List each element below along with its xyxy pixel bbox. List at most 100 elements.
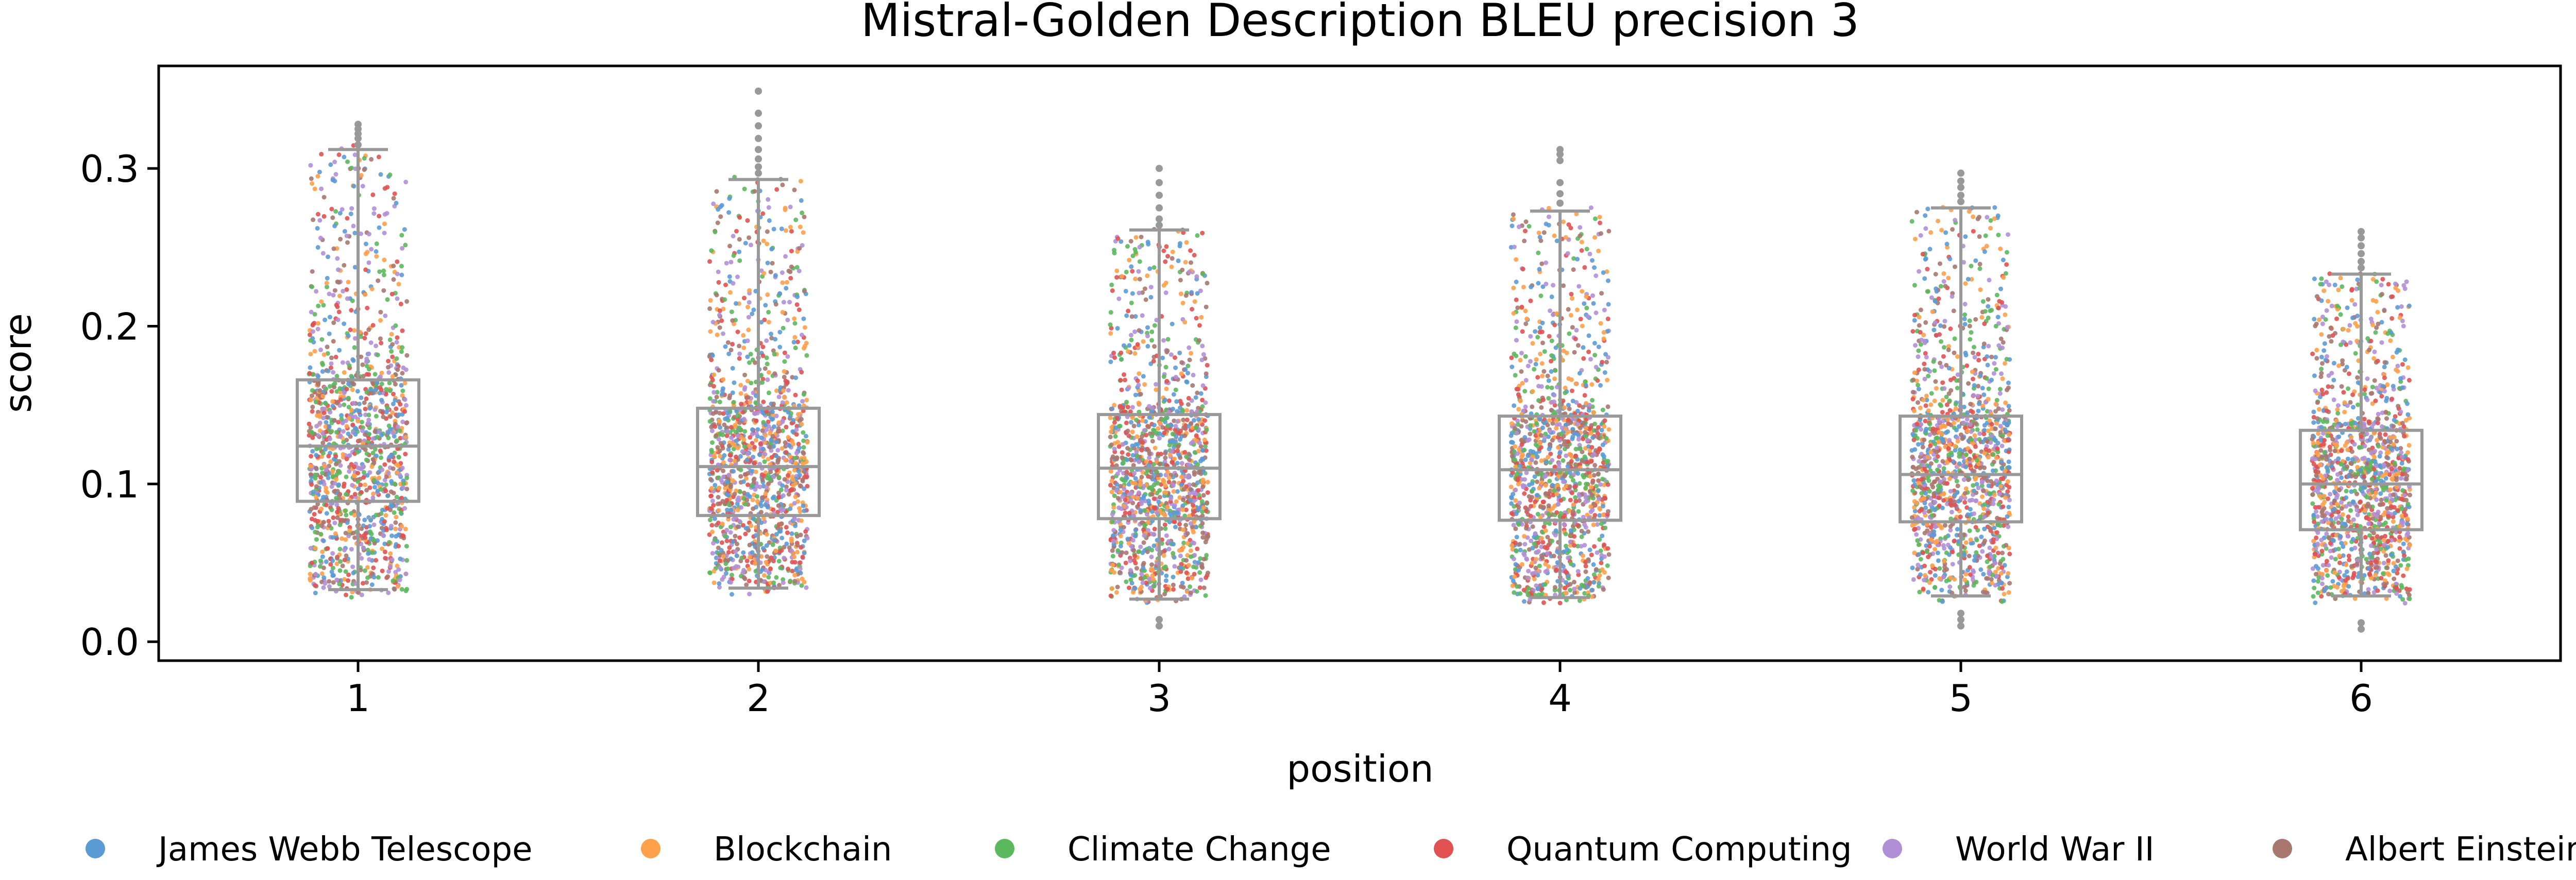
- strip-point: [1546, 396, 1551, 401]
- strip-point: [723, 282, 728, 287]
- strip-point: [352, 345, 357, 350]
- strip-point: [789, 264, 794, 269]
- strip-point: [389, 533, 394, 538]
- strip-point: [764, 485, 769, 490]
- strip-point: [313, 476, 318, 481]
- strip-point: [403, 243, 408, 248]
- strip-point: [746, 315, 751, 320]
- strip-point: [341, 394, 346, 399]
- strip-point: [313, 583, 318, 588]
- strip-point: [342, 481, 347, 487]
- strip-point: [375, 435, 380, 440]
- strip-point: [321, 494, 326, 499]
- strip-point: [801, 430, 806, 435]
- strip-point: [376, 278, 381, 283]
- strip-point: [1514, 387, 1519, 391]
- strip-point: [320, 451, 326, 456]
- strip-point: [372, 429, 378, 434]
- strip-point: [329, 361, 334, 366]
- strip-point: [731, 281, 736, 286]
- strip-point: [333, 354, 338, 359]
- strip-point: [1545, 373, 1550, 378]
- strip-point: [1591, 580, 1596, 585]
- strip-point: [398, 402, 403, 407]
- strip-point: [384, 211, 389, 216]
- strip-point: [796, 268, 802, 273]
- strip-point: [742, 385, 748, 390]
- strip-point: [1538, 433, 1544, 438]
- strip-point: [1141, 374, 1146, 379]
- strip-point: [752, 411, 757, 416]
- strip-point: [337, 581, 342, 586]
- strip-point: [396, 544, 401, 548]
- strip-point: [1191, 564, 1196, 570]
- strip-point: [359, 490, 364, 495]
- strip-point: [1139, 501, 1144, 506]
- strip-point: [1572, 590, 1577, 595]
- strip-point: [1154, 382, 1159, 387]
- strip-point: [341, 452, 346, 457]
- strip-point: [1572, 350, 1577, 355]
- strip-point: [1605, 563, 1610, 568]
- strip-point: [1119, 565, 1124, 571]
- strip-point: [1108, 593, 1113, 598]
- strip-point: [1164, 378, 1170, 384]
- strip-point: [313, 591, 318, 596]
- strip-point: [1597, 446, 1602, 451]
- strip-point: [1155, 510, 1160, 515]
- strip-point: [766, 320, 771, 325]
- strip-point: [1201, 585, 1207, 591]
- strip-point: [340, 517, 345, 523]
- strip-point: [791, 482, 796, 488]
- strip-point: [371, 537, 376, 542]
- strip-point: [379, 370, 384, 375]
- strip-point: [742, 186, 747, 192]
- strip-point: [374, 413, 379, 419]
- strip-point: [1524, 526, 1529, 531]
- strip-point: [344, 287, 349, 292]
- strip-point: [324, 489, 329, 494]
- strip-point: [747, 235, 752, 240]
- strip-point: [1533, 565, 1538, 571]
- strip-point: [779, 270, 785, 275]
- strip-point: [731, 234, 736, 238]
- strip-point: [1195, 291, 1200, 296]
- strip-point: [782, 545, 787, 549]
- strip-point: [1113, 425, 1118, 430]
- strip-point: [1579, 544, 1584, 549]
- strip-point: [386, 590, 391, 595]
- strip-point: [311, 489, 316, 494]
- strip-point: [741, 346, 747, 350]
- strip-point: [359, 395, 364, 400]
- strip-point: [734, 301, 738, 306]
- strip-point: [400, 371, 405, 376]
- strip-point: [1137, 371, 1142, 376]
- strip-point: [745, 482, 750, 487]
- strip-point: [728, 507, 734, 512]
- strip-point: [1188, 521, 1193, 526]
- strip-point: [1188, 497, 1193, 503]
- strip-point: [1194, 525, 1199, 530]
- strip-point: [363, 406, 368, 411]
- strip-point: [1183, 367, 1188, 372]
- strip-point: [372, 407, 378, 412]
- strip-point: [1160, 537, 1164, 542]
- strip-point: [792, 579, 798, 584]
- strip-point: [1139, 475, 1144, 479]
- strip-point: [352, 231, 358, 235]
- strip-point: [395, 584, 400, 589]
- strip-point: [1513, 426, 1518, 431]
- strip-point: [1118, 239, 1124, 244]
- strip-point: [1206, 571, 1210, 576]
- strip-point: [711, 390, 717, 395]
- strip-point: [781, 507, 786, 512]
- strip-point: [780, 280, 785, 285]
- strip-point: [334, 577, 340, 582]
- strip-point: [1563, 385, 1568, 390]
- strip-point: [1196, 417, 1201, 422]
- strip-point: [1204, 553, 1209, 558]
- strip-point: [1195, 409, 1200, 414]
- strip-point: [324, 511, 329, 516]
- strip-point: [335, 515, 340, 520]
- strip-point: [736, 498, 741, 503]
